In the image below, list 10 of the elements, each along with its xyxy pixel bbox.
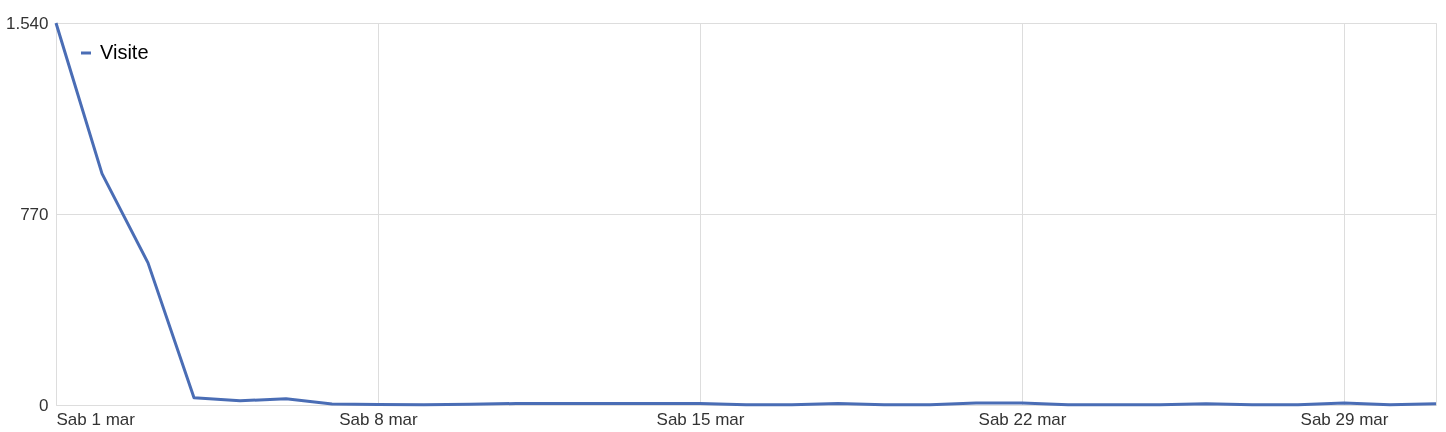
x-tick-label: Sab 8 mar [339,409,419,429]
x-tick-label: Sab 22 mar [978,409,1067,429]
legend-label: Visite [100,41,149,63]
y-tick-label: 1.540 [5,13,49,33]
y-tick-label: 770 [20,204,49,224]
y-tick-label: 0 [39,395,49,415]
x-tick-label: Sab 1 mar [56,409,136,429]
x-tick-label: Sab 15 mar [656,409,745,429]
x-tick-label: Sab 29 mar [1300,409,1389,429]
line-series [54,21,1438,407]
